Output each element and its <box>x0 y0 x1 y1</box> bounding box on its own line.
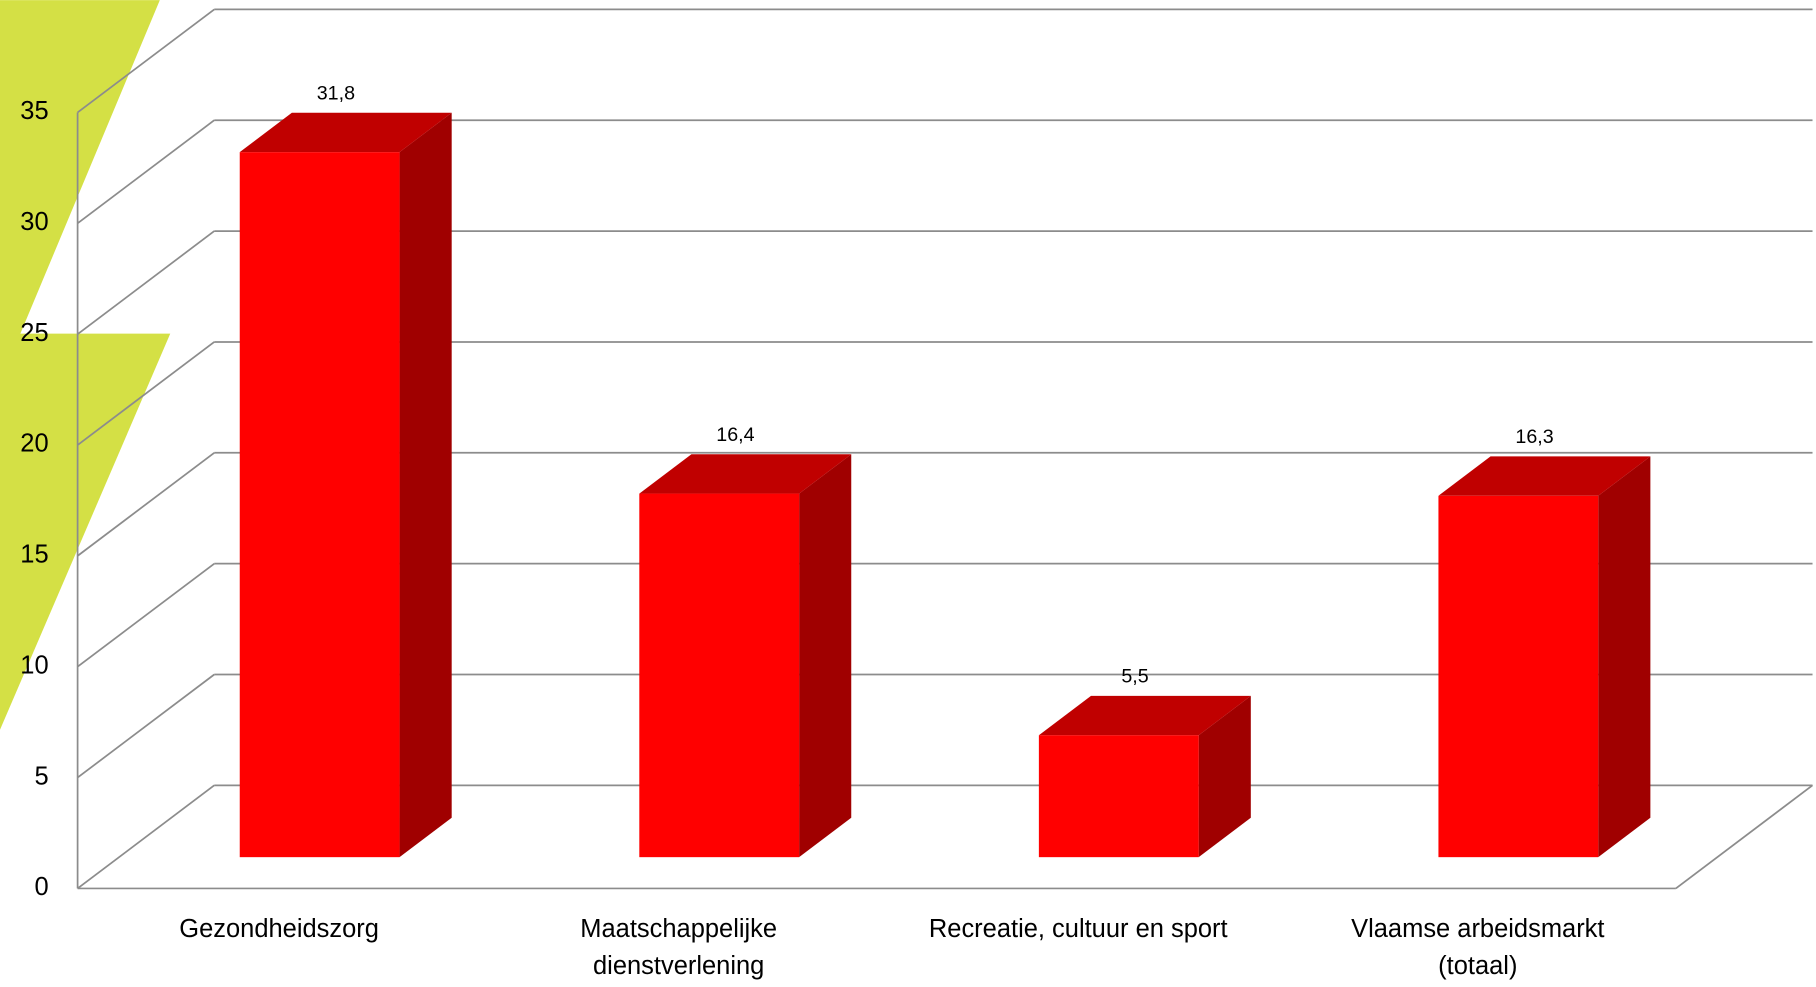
x-tick-label: Maatschappelijke dienstverlening <box>580 915 777 980</box>
y-tick-label: 35 <box>20 97 48 125</box>
grid-line <box>77 230 215 335</box>
y-tick-label: 0 <box>34 873 48 901</box>
grid-line <box>77 452 215 557</box>
x-tick-label: Vlaamse arbeidsmarkt (totaal) <box>1351 915 1604 980</box>
x-tick-label: Recreatie, cultuur en sport <box>929 915 1228 943</box>
bar-top <box>1038 695 1251 736</box>
grid-line <box>77 784 215 890</box>
y-tick-label: 15 <box>20 541 48 569</box>
data-label: 16,3 <box>1515 426 1553 448</box>
y-tick-label: 5 <box>34 762 48 790</box>
y-tick-label: 25 <box>20 319 48 347</box>
decoration <box>0 333 171 730</box>
bar-side <box>1198 695 1251 858</box>
y-tick-label: 10 <box>20 651 48 679</box>
bar <box>639 493 800 858</box>
bar-side <box>399 112 452 858</box>
data-label: 16,4 <box>716 424 754 446</box>
grid-line <box>77 562 215 668</box>
bar-top <box>1438 456 1651 496</box>
bar <box>1038 735 1199 858</box>
bar-side <box>1598 456 1651 858</box>
grid-line <box>77 673 215 779</box>
data-label: 31,8 <box>317 82 355 104</box>
grid-line <box>77 119 215 225</box>
bar-top <box>239 112 452 153</box>
floor-edge <box>1675 784 1814 890</box>
bar <box>1438 495 1599 858</box>
decoration <box>0 0 160 383</box>
data-label: 5,5 <box>1121 666 1148 688</box>
bar <box>239 152 400 858</box>
grid-line <box>77 8 215 114</box>
y-tick-label: 20 <box>20 430 48 458</box>
x-tick-label: Gezondheidszorg <box>179 915 379 943</box>
y-tick-label: 30 <box>20 208 48 236</box>
bar-side <box>799 454 852 858</box>
grid-line <box>77 341 215 446</box>
bar-top <box>639 454 852 494</box>
